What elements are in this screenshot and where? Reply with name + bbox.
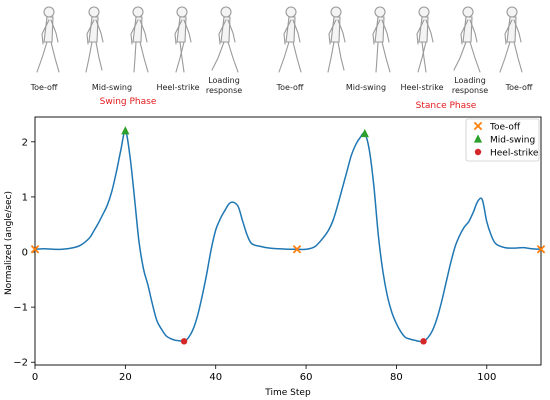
y-axis-label: Normalized (angle/sec) (4, 191, 14, 295)
walking-figure-icon (278, 6, 302, 73)
walking-figure-icon (211, 6, 239, 73)
swing-phase-title: Swing Phase (100, 97, 157, 107)
toe-off-marker (292, 245, 302, 254)
walking-figure-icon (416, 6, 434, 73)
mid-swing-marker (473, 134, 483, 143)
gait-phase-strip: Toe-off Mid-swing Heel-strike Loading respon… (30, 6, 533, 95)
gait-event-label: Toe-off (276, 83, 304, 92)
x-axis-label: Time Step (264, 388, 311, 398)
stance-phase-title: Stance Phase (416, 101, 477, 111)
y-tick-label: 1 (22, 192, 28, 203)
gait-event-label: Mid-swing (92, 83, 132, 92)
gait-event-label: Toe-off (30, 83, 58, 92)
x-tick-label: 100 (477, 372, 496, 383)
mid-swing-marker (360, 128, 369, 138)
gait-event-label: Heel-strike (400, 83, 443, 92)
x-tick-label: 20 (119, 372, 132, 383)
legend-entry-label: Toe-off (489, 123, 521, 133)
chart-plot-area: 0 20 40 60 80 100 −2 −1 0 1 2 (13, 116, 546, 383)
y-tick-label: −1 (13, 303, 28, 314)
x-tick-label: 60 (300, 372, 313, 383)
gait-event-label: Loading response (452, 76, 488, 95)
mid-swing-marker (121, 126, 130, 135)
y-tick-label: 2 (22, 137, 28, 148)
walking-figure-icon (174, 6, 192, 73)
heel-strike-marker (180, 338, 188, 345)
plot-frame (34, 116, 542, 366)
legend-entry-label: Mid-swing (490, 136, 535, 146)
gait-event-label: Mid-swing (346, 83, 386, 92)
gait-event-label: Heel-strike (156, 83, 199, 92)
walking-figure-icon (499, 6, 523, 73)
gait-event-label: Loading response (206, 76, 242, 95)
toe-off-marker (536, 245, 546, 254)
toe-off-marker (30, 245, 40, 254)
walking-figure-icon (327, 6, 346, 73)
x-tick-label: 0 (32, 372, 38, 383)
walking-figure-icon (453, 6, 481, 73)
chart-legend: Toe-off Mid-swing Heel-strike (465, 118, 540, 162)
walking-figure-icon (36, 6, 60, 73)
walking-figure-icon (85, 6, 104, 73)
legend-entry-label: Heel-strike (490, 149, 539, 159)
legend-box (465, 118, 540, 162)
heel-strike-marker (420, 338, 427, 345)
series-line (34, 130, 542, 343)
walking-figure-icon (372, 6, 391, 73)
toe-off-marker (473, 121, 483, 131)
heel-strike-marker (474, 148, 482, 156)
gait-event-label: Toe-off (505, 83, 533, 92)
y-tick-label: 0 (22, 248, 28, 259)
x-tick-label: 40 (209, 372, 222, 383)
x-tick-label: 80 (390, 372, 403, 383)
y-tick-label: −2 (13, 358, 28, 369)
walking-figure-icon (130, 6, 149, 73)
